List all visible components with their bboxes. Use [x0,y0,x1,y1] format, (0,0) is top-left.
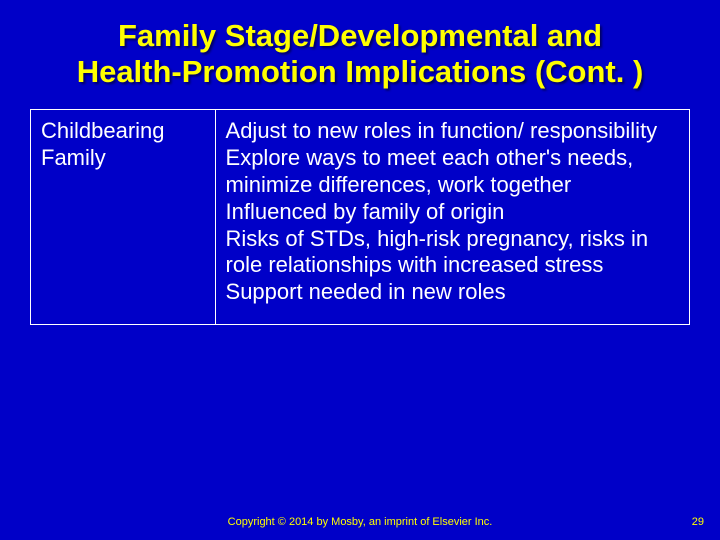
implication-line: Support needed in new roles [226,279,679,306]
implications-cell: Adjust to new roles in function/ respons… [215,110,689,325]
table-row: Childbearing Family Adjust to new roles … [31,110,690,325]
content-table-wrap: Childbearing Family Adjust to new roles … [30,109,690,325]
stage-cell: Childbearing Family [31,110,216,325]
slide-title: Family Stage/Developmental and Health-Pr… [0,0,720,99]
implication-line: Explore ways to meet each other's needs,… [226,145,679,199]
copyright-footer: Copyright © 2014 by Mosby, an imprint of… [0,516,720,528]
implication-line: Influenced by family of origin [226,199,679,226]
implication-line: Adjust to new roles in function/ respons… [226,118,679,145]
title-line-2: Health-Promotion Implications (Cont. ) [77,54,644,89]
title-line-1: Family Stage/Developmental and [118,18,602,53]
page-number: 29 [692,516,704,528]
content-table: Childbearing Family Adjust to new roles … [30,109,690,325]
implication-line: Risks of STDs, high-risk pregnancy, risk… [226,226,679,280]
